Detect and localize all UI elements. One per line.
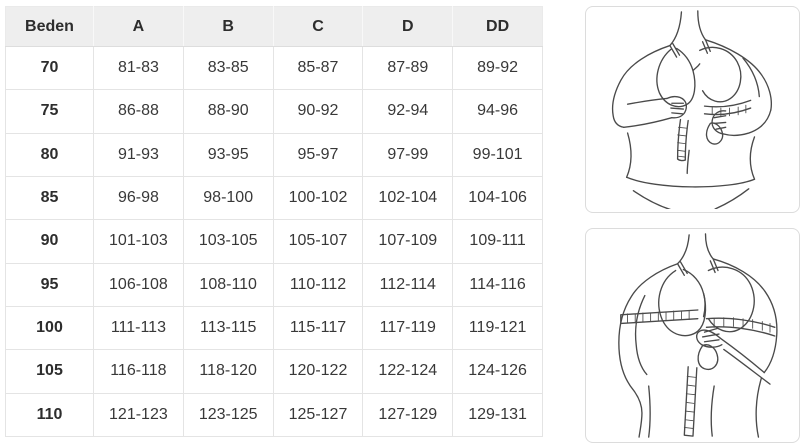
measurement-cell: 110-112 xyxy=(272,262,364,307)
measurement-cell: 98-100 xyxy=(182,175,274,221)
size-chart-table: Beden A B C D DD 70 81-83 83-85 85-87 87-89 89-92 7… xyxy=(5,6,543,438)
measurement-cell: 107-109 xyxy=(362,219,454,264)
table-row: 95 106-108 108-110 110-112 112-114 114-116 xyxy=(5,262,543,307)
measurement-cell: 127-129 xyxy=(362,392,454,438)
measurement-cell: 88-90 xyxy=(182,89,274,134)
measurement-cell: 121-123 xyxy=(93,392,184,438)
cup-column-header: C xyxy=(272,6,364,47)
measurement-cell: 91-93 xyxy=(93,132,184,177)
bust-measure-drawing xyxy=(618,233,778,438)
measurement-cell: 103-105 xyxy=(182,219,274,264)
measurement-cell: 118-120 xyxy=(182,349,274,394)
measurement-cell: 111-113 xyxy=(93,305,184,351)
measurement-cell: 113-115 xyxy=(182,305,274,351)
table-row: 85 96-98 98-100 100-102 102-104 104-106 xyxy=(5,175,543,221)
measurement-cell: 95-97 xyxy=(272,132,364,177)
size-cell: 70 xyxy=(5,45,94,91)
size-chart-header: Beden A B C D DD xyxy=(5,6,543,47)
measurement-cell: 93-95 xyxy=(182,132,274,177)
size-cell: 85 xyxy=(5,175,94,221)
size-cell: 80 xyxy=(5,132,94,177)
measurement-cell: 119-121 xyxy=(452,305,543,351)
measurement-cell: 102-104 xyxy=(362,175,454,221)
measurement-cell: 85-87 xyxy=(272,45,364,91)
size-cell: 105 xyxy=(5,349,94,394)
cup-column-header: A xyxy=(93,6,184,47)
measurement-cell: 122-124 xyxy=(362,349,454,394)
measurement-cell: 109-111 xyxy=(452,219,543,264)
size-cell: 90 xyxy=(5,219,94,264)
measurement-cell: 125-127 xyxy=(272,392,364,438)
table-row: 105 116-118 118-120 120-122 122-124 124-126 xyxy=(5,349,543,394)
measurement-cell: 100-102 xyxy=(272,175,364,221)
measurement-cell: 112-114 xyxy=(362,262,454,307)
measurement-cell: 86-88 xyxy=(93,89,184,134)
header-row: Beden A B C D DD xyxy=(5,6,543,47)
measurement-cell: 94-96 xyxy=(452,89,543,134)
size-cell: 100 xyxy=(5,305,94,351)
measurement-cell: 116-118 xyxy=(93,349,184,394)
bust-measurement-illustration xyxy=(585,228,800,443)
measurement-cell: 104-106 xyxy=(452,175,543,221)
measurement-cell: 129-131 xyxy=(452,392,543,438)
table-row: 100 111-113 113-115 115-117 117-119 119-121 xyxy=(5,305,543,351)
size-cell: 75 xyxy=(5,89,94,134)
measurement-cell: 81-83 xyxy=(93,45,184,91)
measurement-cell: 87-89 xyxy=(362,45,454,91)
size-cell: 95 xyxy=(5,262,94,307)
cup-column-header: D xyxy=(362,6,454,47)
measurement-cell: 101-103 xyxy=(93,219,184,264)
underbust-measurement-illustration xyxy=(585,6,800,213)
measurement-cell: 114-116 xyxy=(452,262,543,307)
measurement-cell: 108-110 xyxy=(182,262,274,307)
size-chart-body: 70 81-83 83-85 85-87 87-89 89-92 75 86-88 88-90 9… xyxy=(5,45,543,438)
table-row: 90 101-103 103-105 105-107 107-109 109-111 xyxy=(5,219,543,264)
measurement-cell: 106-108 xyxy=(93,262,184,307)
measurement-cell: 120-122 xyxy=(272,349,364,394)
measurement-cell: 105-107 xyxy=(272,219,364,264)
underbust-measure-drawing xyxy=(611,10,772,209)
cup-column-header: B xyxy=(182,6,274,47)
measurement-cell: 115-117 xyxy=(272,305,364,351)
table-row: 110 121-123 123-125 125-127 127-129 129-131 xyxy=(5,392,543,438)
cup-column-header: DD xyxy=(452,6,543,47)
size-column-header: Beden xyxy=(5,6,94,47)
measurement-cell: 96-98 xyxy=(93,175,184,221)
measurement-cell: 90-92 xyxy=(272,89,364,134)
measurement-cell: 117-119 xyxy=(362,305,454,351)
measurement-cell: 124-126 xyxy=(452,349,543,394)
measurement-cell: 99-101 xyxy=(452,132,543,177)
measurement-cell: 97-99 xyxy=(362,132,454,177)
measurement-cell: 92-94 xyxy=(362,89,454,134)
table-row: 75 86-88 88-90 90-92 92-94 94-96 xyxy=(5,89,543,134)
size-cell: 110 xyxy=(5,392,94,438)
measurement-cell: 89-92 xyxy=(452,45,543,91)
measurement-cell: 123-125 xyxy=(182,392,274,438)
table-row: 80 91-93 93-95 95-97 97-99 99-101 xyxy=(5,132,543,177)
measurement-cell: 83-85 xyxy=(182,45,274,91)
table-row: 70 81-83 83-85 85-87 87-89 89-92 xyxy=(5,45,543,91)
